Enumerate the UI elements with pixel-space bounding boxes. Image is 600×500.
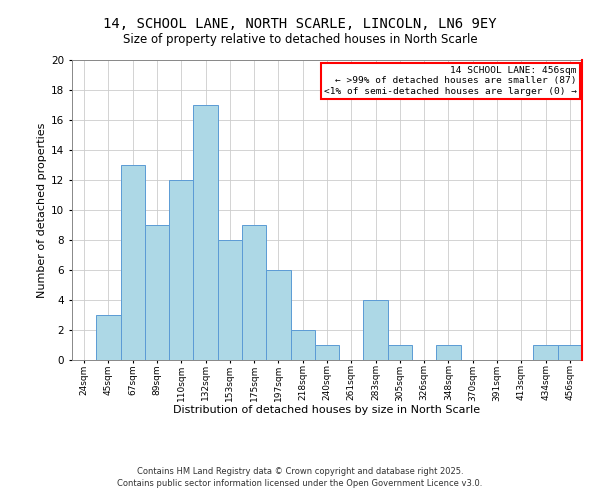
Bar <box>193 105 218 360</box>
Y-axis label: Number of detached properties: Number of detached properties <box>37 122 47 298</box>
Bar <box>388 345 412 360</box>
Text: Contains HM Land Registry data © Crown copyright and database right 2025.
Contai: Contains HM Land Registry data © Crown c… <box>118 466 482 487</box>
Bar <box>533 345 558 360</box>
Bar <box>242 225 266 360</box>
Bar <box>290 330 315 360</box>
Bar <box>266 270 290 360</box>
Bar <box>169 180 193 360</box>
Bar <box>558 345 582 360</box>
Bar <box>315 345 339 360</box>
Bar <box>145 225 169 360</box>
X-axis label: Distribution of detached houses by size in North Scarle: Distribution of detached houses by size … <box>173 404 481 414</box>
Text: 14 SCHOOL LANE: 456sqm
← >99% of detached houses are smaller (87)
<1% of semi-de: 14 SCHOOL LANE: 456sqm ← >99% of detache… <box>324 66 577 96</box>
Text: Size of property relative to detached houses in North Scarle: Size of property relative to detached ho… <box>122 32 478 46</box>
Bar <box>218 240 242 360</box>
Bar <box>364 300 388 360</box>
Text: 14, SCHOOL LANE, NORTH SCARLE, LINCOLN, LN6 9EY: 14, SCHOOL LANE, NORTH SCARLE, LINCOLN, … <box>103 18 497 32</box>
Bar <box>436 345 461 360</box>
Bar <box>96 315 121 360</box>
Bar <box>121 165 145 360</box>
